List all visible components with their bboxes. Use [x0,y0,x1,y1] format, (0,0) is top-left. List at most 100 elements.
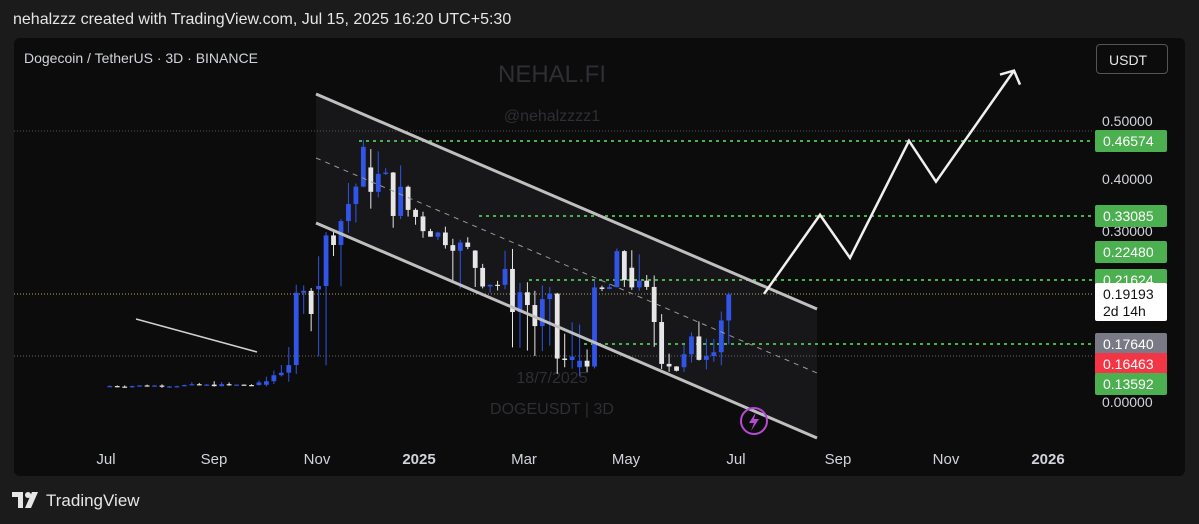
candle-body [659,322,665,364]
candle-body [569,356,575,361]
candle-body [696,336,702,360]
price-axis: 0.500000.400000.300000.000000.465740.330… [1095,113,1167,410]
price-tick: 0.00000 [1102,394,1153,410]
candle-body [308,290,314,314]
time-tick: Sep [201,451,228,468]
candle-body [480,267,486,287]
candle-body [420,216,426,232]
watermark: NEHAL.FI @nehalzzzz1 18/7/2025 DOGEUSDT … [490,61,614,418]
price-label: 0.22480 [1103,244,1154,260]
candle-body [644,280,650,287]
candle-body [390,172,396,216]
candle-body [174,386,180,388]
chart-panel[interactable]: NEHAL.FI @nehalzzzz1 18/7/2025 DOGEUSDT … [14,38,1185,476]
price-label-bg [1095,353,1167,375]
candle-body [562,358,568,361]
candle-body [539,299,545,327]
tradingview-logo-icon [12,492,38,508]
lightning-icon[interactable] [740,407,768,435]
candle-body [599,287,605,289]
price-label-note: 2d 14h [1103,303,1146,319]
candle-body [189,384,195,386]
candle-body [249,385,254,387]
candles [107,139,732,388]
trend-line [135,318,258,353]
candle-body [398,186,404,216]
candle-body [442,232,448,246]
candle-body [129,386,135,388]
candle-body [472,250,478,268]
candle-body [204,384,210,386]
price-chart[interactable]: NEHAL.FI @nehalzzzz1 18/7/2025 DOGEUSDT … [14,38,1185,476]
candle-body [181,385,187,387]
candle-body [607,287,612,289]
drawings [135,69,1022,440]
candle-body [323,235,329,287]
candle-body [301,290,307,293]
currency-button[interactable]: USDT [1096,44,1168,74]
candle-body [316,286,322,290]
footer-bar: TradingView [0,476,1199,524]
candle-body [584,360,590,367]
watermark-date: 18/7/2025 [516,370,587,387]
candle-body [353,186,359,205]
price-label-bg [1095,205,1167,227]
watermark-handle: @nehalzzzz1 [504,108,600,125]
price-label: 0.17640 [1103,336,1154,352]
time-tick: 2025 [402,451,435,468]
time-tick: May [612,451,641,468]
candle-body [577,360,583,368]
candle-body [331,235,336,245]
candle-body [211,384,217,387]
price-label-bg [1095,373,1167,395]
candle-body [144,385,150,387]
channel-lower-line [315,221,818,440]
caption-text: nehalzzz created with TradingView.com, J… [13,11,512,28]
time-tick: 2026 [1031,451,1064,468]
candle-body [159,385,165,387]
candle-body [450,245,456,251]
time-tick: Nov [933,451,960,468]
candle-body [674,366,679,371]
price-label-bg [1095,333,1167,355]
time-tick: Jul [96,451,115,468]
candle-body [487,284,493,287]
channel-mid-line [315,157,818,374]
candle-body [703,355,709,360]
candle-body [196,384,202,386]
candle-body [107,386,113,388]
candle-body [114,386,120,388]
candle-body [636,280,642,288]
candle-body [346,204,351,222]
candle-body [614,251,620,288]
candle-body [465,242,471,247]
footer-brand: TradingView [46,491,140,510]
projection-path [762,69,1016,295]
candle-body [413,209,418,217]
candle-body [726,294,732,321]
candle-body [428,231,433,237]
candle-body [525,292,530,306]
candle-body [122,386,128,388]
price-label: 0.19193 [1103,286,1154,302]
candle-body [293,292,299,366]
candle-body [457,242,463,251]
candle-body [152,385,157,387]
candle-body [256,382,262,386]
projection-arrowhead [999,69,1022,86]
candle-body [137,385,143,387]
candle-body [689,336,694,355]
price-label-bg [1095,241,1167,263]
candle-body [264,381,269,385]
watermark-ticker: DOGEUSDT | 3D [490,401,614,418]
watermark-name: NEHAL.FI [498,61,606,88]
candle-body [271,375,277,382]
candle-body [517,292,523,313]
candle-body [592,287,597,367]
candle-body [219,384,225,387]
candle-body [711,352,717,356]
candle-body [368,167,374,192]
caption-bar: nehalzzz created with TradingView.com, J… [0,0,1199,38]
candle-body [241,384,247,386]
candle-body [718,320,724,353]
